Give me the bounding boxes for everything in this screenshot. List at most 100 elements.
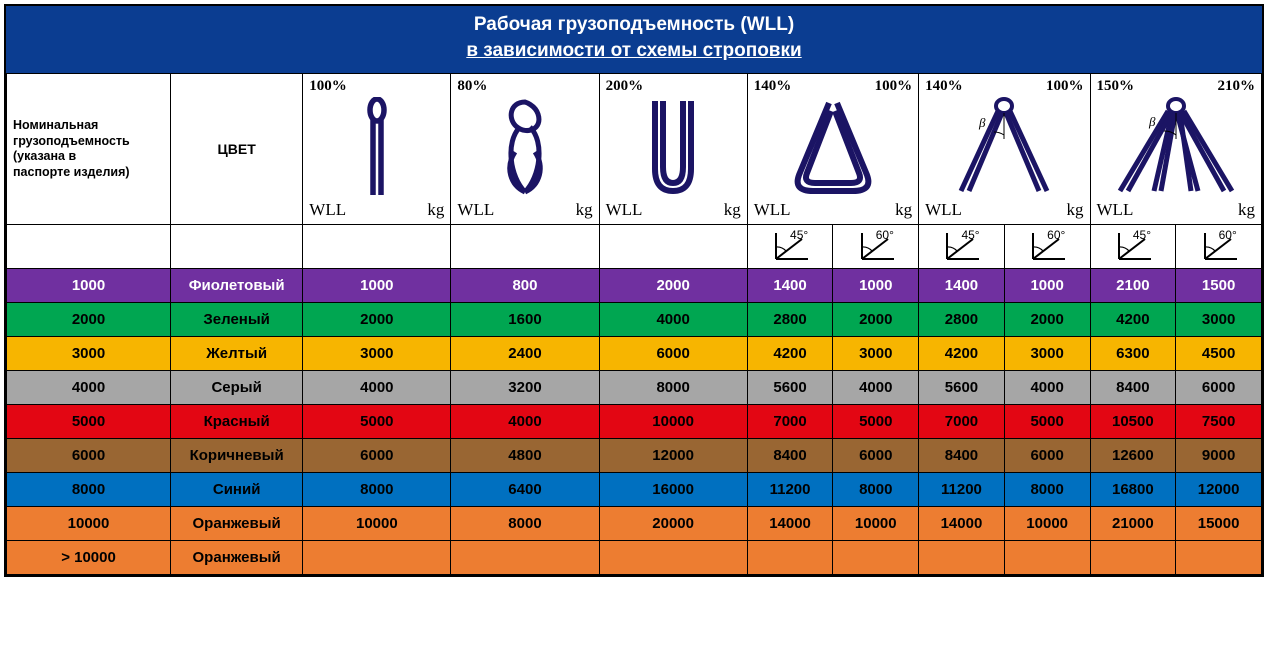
value-cell: 6000 xyxy=(833,439,919,473)
value-cell: 7000 xyxy=(747,405,833,439)
value-cell: 2000 xyxy=(833,303,919,337)
kg-label: kg xyxy=(895,200,912,220)
value-cell: 4800 xyxy=(451,439,599,473)
color-name-cell: Желтый xyxy=(171,337,303,371)
value-cell: 10000 xyxy=(303,507,451,541)
value-cell: 6400 xyxy=(451,473,599,507)
scheme-1: 100% WLL kg xyxy=(303,74,451,225)
angle-value: 60° xyxy=(1219,228,1237,242)
value-cell xyxy=(451,541,599,575)
value-cell: 9000 xyxy=(1176,439,1262,473)
scheme6-pctR: 210% xyxy=(1218,78,1256,95)
value-cell: 4200 xyxy=(919,337,1005,371)
value-cell: 1600 xyxy=(451,303,599,337)
angle-cell: 45° xyxy=(919,225,1005,269)
value-cell: 800 xyxy=(451,269,599,303)
scheme-5: 140% 100% β W xyxy=(919,74,1090,225)
title-line1: Рабочая грузоподъемность (WLL) xyxy=(474,14,794,35)
basket-sling-icon xyxy=(600,96,747,198)
color-name-cell: Фиолетовый xyxy=(171,269,303,303)
wll-label: WLL xyxy=(1097,200,1134,220)
nominal-cell: 6000 xyxy=(7,439,171,473)
value-cell: 4000 xyxy=(451,405,599,439)
value-cell: 7000 xyxy=(919,405,1005,439)
value-cell: 4000 xyxy=(833,371,919,405)
angle-row: 45°60°45°60°45°60° xyxy=(7,225,1262,269)
scheme4-pctL: 140% xyxy=(754,78,792,95)
value-cell: 8000 xyxy=(833,473,919,507)
scheme4-pctR: 100% xyxy=(875,78,913,95)
color-name-cell: Оранжевый xyxy=(171,541,303,575)
color-name-cell: Синий xyxy=(171,473,303,507)
scheme-6: 150% 210% xyxy=(1090,74,1261,225)
value-cell: 11200 xyxy=(747,473,833,507)
value-cell: 1000 xyxy=(303,269,451,303)
scheme6-pctL: 150% xyxy=(1097,78,1135,95)
table-title: Рабочая грузоподъемность (WLL) в зависим… xyxy=(6,6,1262,73)
value-cell: 4200 xyxy=(1090,303,1176,337)
angle-cell: 60° xyxy=(1176,225,1262,269)
value-cell xyxy=(919,541,1005,575)
angle-value: 45° xyxy=(961,228,979,242)
scheme2-pct: 80% xyxy=(457,78,487,95)
two-leg-sling-icon: β xyxy=(919,96,1089,198)
value-cell xyxy=(1090,541,1176,575)
value-cell: 2400 xyxy=(451,337,599,371)
value-cell xyxy=(303,541,451,575)
value-cell: 21000 xyxy=(1090,507,1176,541)
nominal-l1: Номинальная xyxy=(13,118,98,132)
value-cell: 2800 xyxy=(747,303,833,337)
value-cell: 1400 xyxy=(919,269,1005,303)
choker-sling-icon xyxy=(451,96,598,198)
value-cell: 8000 xyxy=(1004,473,1090,507)
nominal-l2: грузоподъемность xyxy=(13,134,130,148)
value-cell: 3000 xyxy=(833,337,919,371)
nominal-cell: 4000 xyxy=(7,371,171,405)
angle-cell: 45° xyxy=(747,225,833,269)
angle-cell: 45° xyxy=(1090,225,1176,269)
kg-label: kg xyxy=(1238,200,1255,220)
value-cell: 6000 xyxy=(1176,371,1262,405)
straight-sling-icon xyxy=(303,96,450,198)
value-cell: 8000 xyxy=(599,371,747,405)
beta-label: β xyxy=(978,115,986,130)
scheme1-pct: 100% xyxy=(309,78,347,95)
basket-angle-sling-icon xyxy=(748,96,918,198)
color-name-cell: Оранжевый xyxy=(171,507,303,541)
kg-label: kg xyxy=(427,200,444,220)
color-name-cell: Красный xyxy=(171,405,303,439)
wll-label: WLL xyxy=(309,200,346,220)
nominal-cell: 10000 xyxy=(7,507,171,541)
nominal-cell: 3000 xyxy=(7,337,171,371)
value-cell xyxy=(1176,541,1262,575)
value-cell: 3200 xyxy=(451,371,599,405)
nominal-header: Номинальная грузоподъемность (указана в … xyxy=(7,74,171,225)
value-cell: 1000 xyxy=(1004,269,1090,303)
value-cell: 12000 xyxy=(1176,473,1262,507)
scheme5-pctL: 140% xyxy=(925,78,963,95)
value-cell: 14000 xyxy=(747,507,833,541)
value-cell: 1500 xyxy=(1176,269,1262,303)
value-cell: 6000 xyxy=(1004,439,1090,473)
angle-value: 45° xyxy=(1133,228,1151,242)
value-cell: 8000 xyxy=(451,507,599,541)
wll-label: WLL xyxy=(754,200,791,220)
scheme-header-row: Номинальная грузоподъемность (указана в … xyxy=(7,74,1262,225)
angle-blank xyxy=(7,225,171,269)
wll-table: Номинальная грузоподъемность (указана в … xyxy=(6,73,1262,575)
value-cell: 6000 xyxy=(599,337,747,371)
value-cell: 6000 xyxy=(303,439,451,473)
value-cell: 11200 xyxy=(919,473,1005,507)
nominal-l3: (указана в xyxy=(13,149,76,163)
angle-cell: 60° xyxy=(1004,225,1090,269)
table-row: 3000Желтый300024006000420030004200300063… xyxy=(7,337,1262,371)
four-leg-sling-icon: β xyxy=(1091,96,1261,198)
color-name-cell: Зеленый xyxy=(171,303,303,337)
table-row: 8000Синий8000640016000112008000112008000… xyxy=(7,473,1262,507)
value-cell xyxy=(747,541,833,575)
table-row: 5000Красный50004000100007000500070005000… xyxy=(7,405,1262,439)
value-cell xyxy=(1004,541,1090,575)
value-cell: 6300 xyxy=(1090,337,1176,371)
table-row: 1000Фиолетовый10008002000140010001400100… xyxy=(7,269,1262,303)
nominal-l4: паспорте изделия) xyxy=(13,165,130,179)
